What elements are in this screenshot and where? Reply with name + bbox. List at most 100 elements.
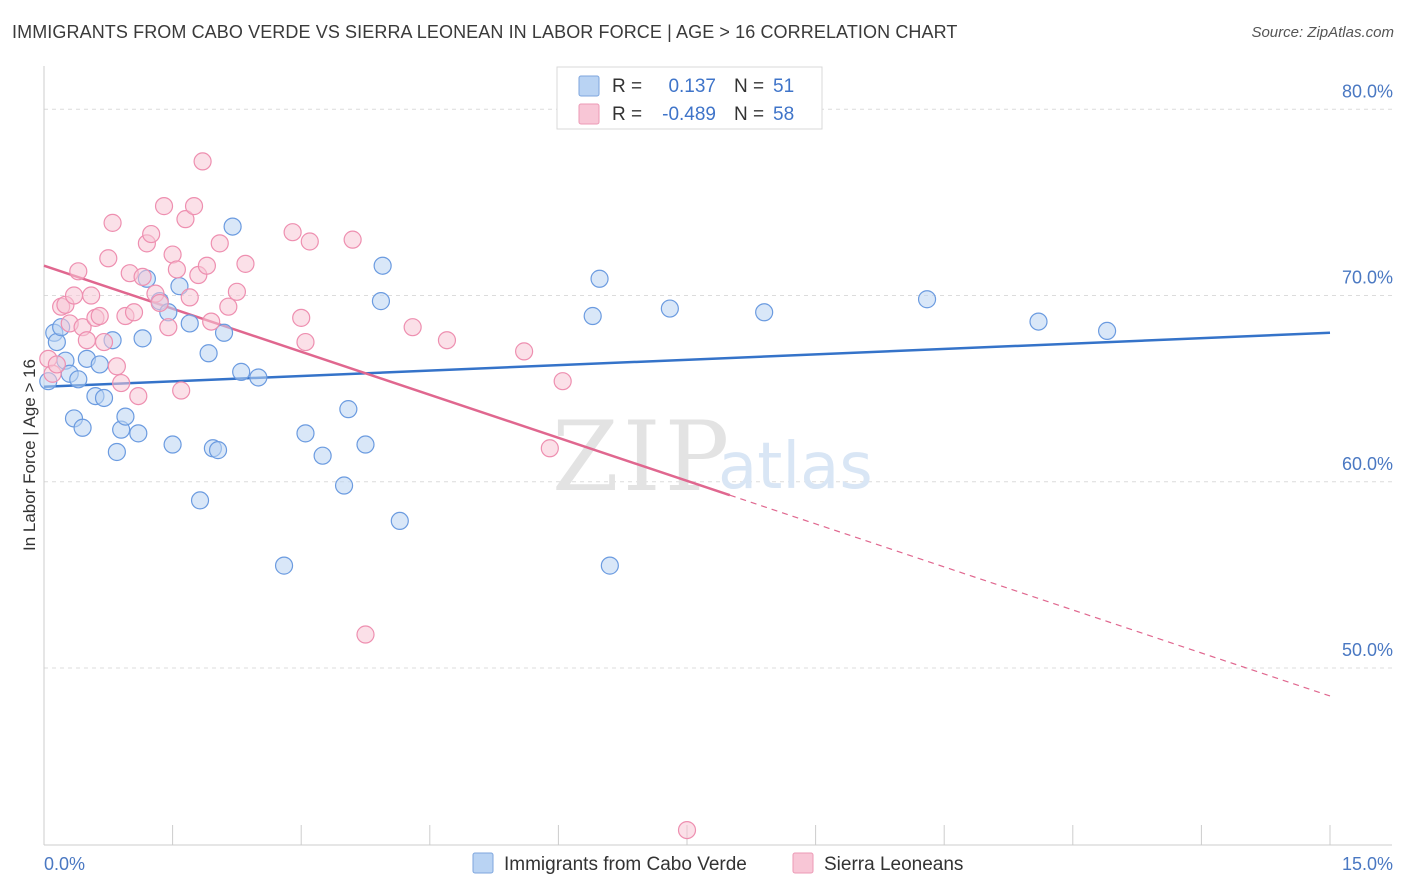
point-sierra-leonean: [180, 288, 199, 307]
point-sierra-leonean: [210, 234, 229, 253]
legend-swatch-cabo-verde: [472, 852, 494, 874]
point-cabo-verde: [583, 306, 602, 326]
point-cabo-verde: [107, 442, 126, 462]
y-tick-label: 60.0%: [1342, 454, 1393, 474]
point-cabo-verde: [223, 217, 242, 236]
point-sierra-leonean: [292, 308, 311, 327]
tick-labels: 50.0% 60.0% 70.0% 80.0% 0.0% 15.0%: [44, 81, 1393, 874]
point-cabo-verde: [47, 332, 66, 352]
point-sierra-leonean: [99, 249, 118, 268]
point-cabo-verde: [116, 407, 135, 426]
point-sierra-leonean: [540, 439, 559, 458]
point-sierra-leonean: [283, 223, 302, 242]
point-cabo-verde: [339, 400, 358, 419]
point-cabo-verde: [90, 355, 109, 374]
legend-n-label: N =: [734, 76, 764, 97]
y-tick-label: 70.0%: [1342, 268, 1393, 288]
point-cabo-verde: [590, 269, 609, 288]
point-cabo-verde: [199, 344, 218, 363]
point-cabo-verde: [660, 299, 679, 318]
point-cabo-verde: [94, 388, 114, 408]
point-sierra-leonean: [300, 232, 319, 251]
watermark-zip: ZIP: [552, 401, 733, 513]
x-tick-label: 15.0%: [1342, 854, 1393, 874]
legend-label-sierra-leonean: Sierra Leoneans: [824, 854, 963, 875]
point-sierra-leonean: [69, 262, 88, 281]
legend-n-value: 51: [773, 76, 794, 97]
point-sierra-leonean: [193, 152, 212, 171]
point-sierra-leonean: [82, 286, 101, 305]
point-sierra-leonean: [163, 245, 182, 264]
chart-title: IMMIGRANTS FROM CABO VERDE VS SIERRA LEO…: [12, 22, 958, 42]
point-sierra-leonean: [296, 332, 315, 352]
point-sierra-leonean: [227, 282, 246, 301]
point-cabo-verde: [180, 314, 199, 333]
source-credit: Source: ZipAtlas.com: [1251, 24, 1394, 41]
point-sierra-leonean: [133, 267, 152, 286]
point-cabo-verde: [129, 424, 148, 443]
point-sierra-leonean: [154, 197, 174, 216]
point-cabo-verde: [208, 441, 228, 460]
point-cabo-verde: [1097, 321, 1117, 341]
point-cabo-verde: [133, 329, 152, 348]
legend-swatch-sierra-leonean: [578, 103, 600, 125]
legend-n-label: N =: [734, 104, 764, 125]
point-cabo-verde: [190, 491, 210, 510]
point-sierra-leonean: [124, 303, 144, 322]
point-sierra-leonean: [356, 625, 375, 644]
point-cabo-verde: [73, 418, 92, 437]
point-sierra-leonean: [236, 254, 255, 273]
point-sierra-leonean: [90, 306, 109, 326]
trend-lines: [43, 264, 1331, 697]
legend-series: Immigrants from Cabo Verde Sierra Leonea…: [472, 852, 963, 875]
point-sierra-leonean: [64, 286, 84, 305]
data-points: [39, 152, 1117, 840]
point-cabo-verde: [371, 292, 391, 311]
point-cabo-verde: [214, 323, 234, 342]
point-sierra-leonean: [172, 381, 191, 400]
gridlines: [44, 108, 1392, 669]
legend-swatch-sierra-leonean: [792, 852, 814, 874]
point-cabo-verde: [296, 424, 315, 443]
point-sierra-leonean: [202, 312, 221, 331]
point-sierra-leonean: [184, 197, 204, 216]
legend-n-value: 58: [773, 104, 794, 125]
point-sierra-leonean: [107, 357, 126, 376]
point-sierra-leonean: [677, 820, 697, 840]
y-axis-title: In Labor Force | Age > 16: [20, 359, 39, 551]
point-cabo-verde: [1029, 312, 1048, 331]
point-cabo-verde: [313, 446, 332, 465]
point-cabo-verde: [69, 370, 88, 389]
x-tick-label: 0.0%: [44, 854, 85, 874]
legend-r-label: R =: [612, 76, 642, 97]
point-sierra-leonean: [94, 332, 114, 352]
point-cabo-verde: [163, 435, 182, 454]
point-sierra-leonean: [150, 293, 169, 313]
point-sierra-leonean: [403, 318, 422, 337]
legend-swatch-cabo-verde: [578, 75, 600, 97]
point-cabo-verde: [249, 368, 268, 387]
point-cabo-verde: [373, 256, 392, 275]
point-sierra-leonean: [142, 224, 161, 244]
point-cabo-verde: [755, 303, 774, 322]
point-cabo-verde: [600, 556, 619, 575]
point-cabo-verde: [334, 476, 354, 495]
legend-correlation: R = 0.137 N = 51 R = -0.489 N = 58: [556, 66, 823, 130]
legend-label-cabo-verde: Immigrants from Cabo Verde: [504, 854, 747, 875]
point-sierra-leonean: [167, 260, 186, 279]
trend-line-sierra-leonean-extension: [729, 494, 1331, 697]
y-tick-label: 50.0%: [1342, 640, 1393, 660]
point-cabo-verde: [917, 290, 937, 309]
point-sierra-leonean: [515, 342, 534, 361]
point-sierra-leonean: [437, 331, 457, 350]
point-sierra-leonean: [47, 355, 66, 374]
point-sierra-leonean: [176, 210, 195, 229]
point-cabo-verde: [274, 556, 294, 575]
point-sierra-leonean: [103, 213, 122, 232]
legend-r-label: R =: [612, 104, 642, 125]
point-sierra-leonean: [129, 387, 148, 406]
watermark-atlas: atlas: [718, 430, 873, 504]
point-sierra-leonean: [343, 230, 362, 249]
point-sierra-leonean: [159, 318, 178, 337]
